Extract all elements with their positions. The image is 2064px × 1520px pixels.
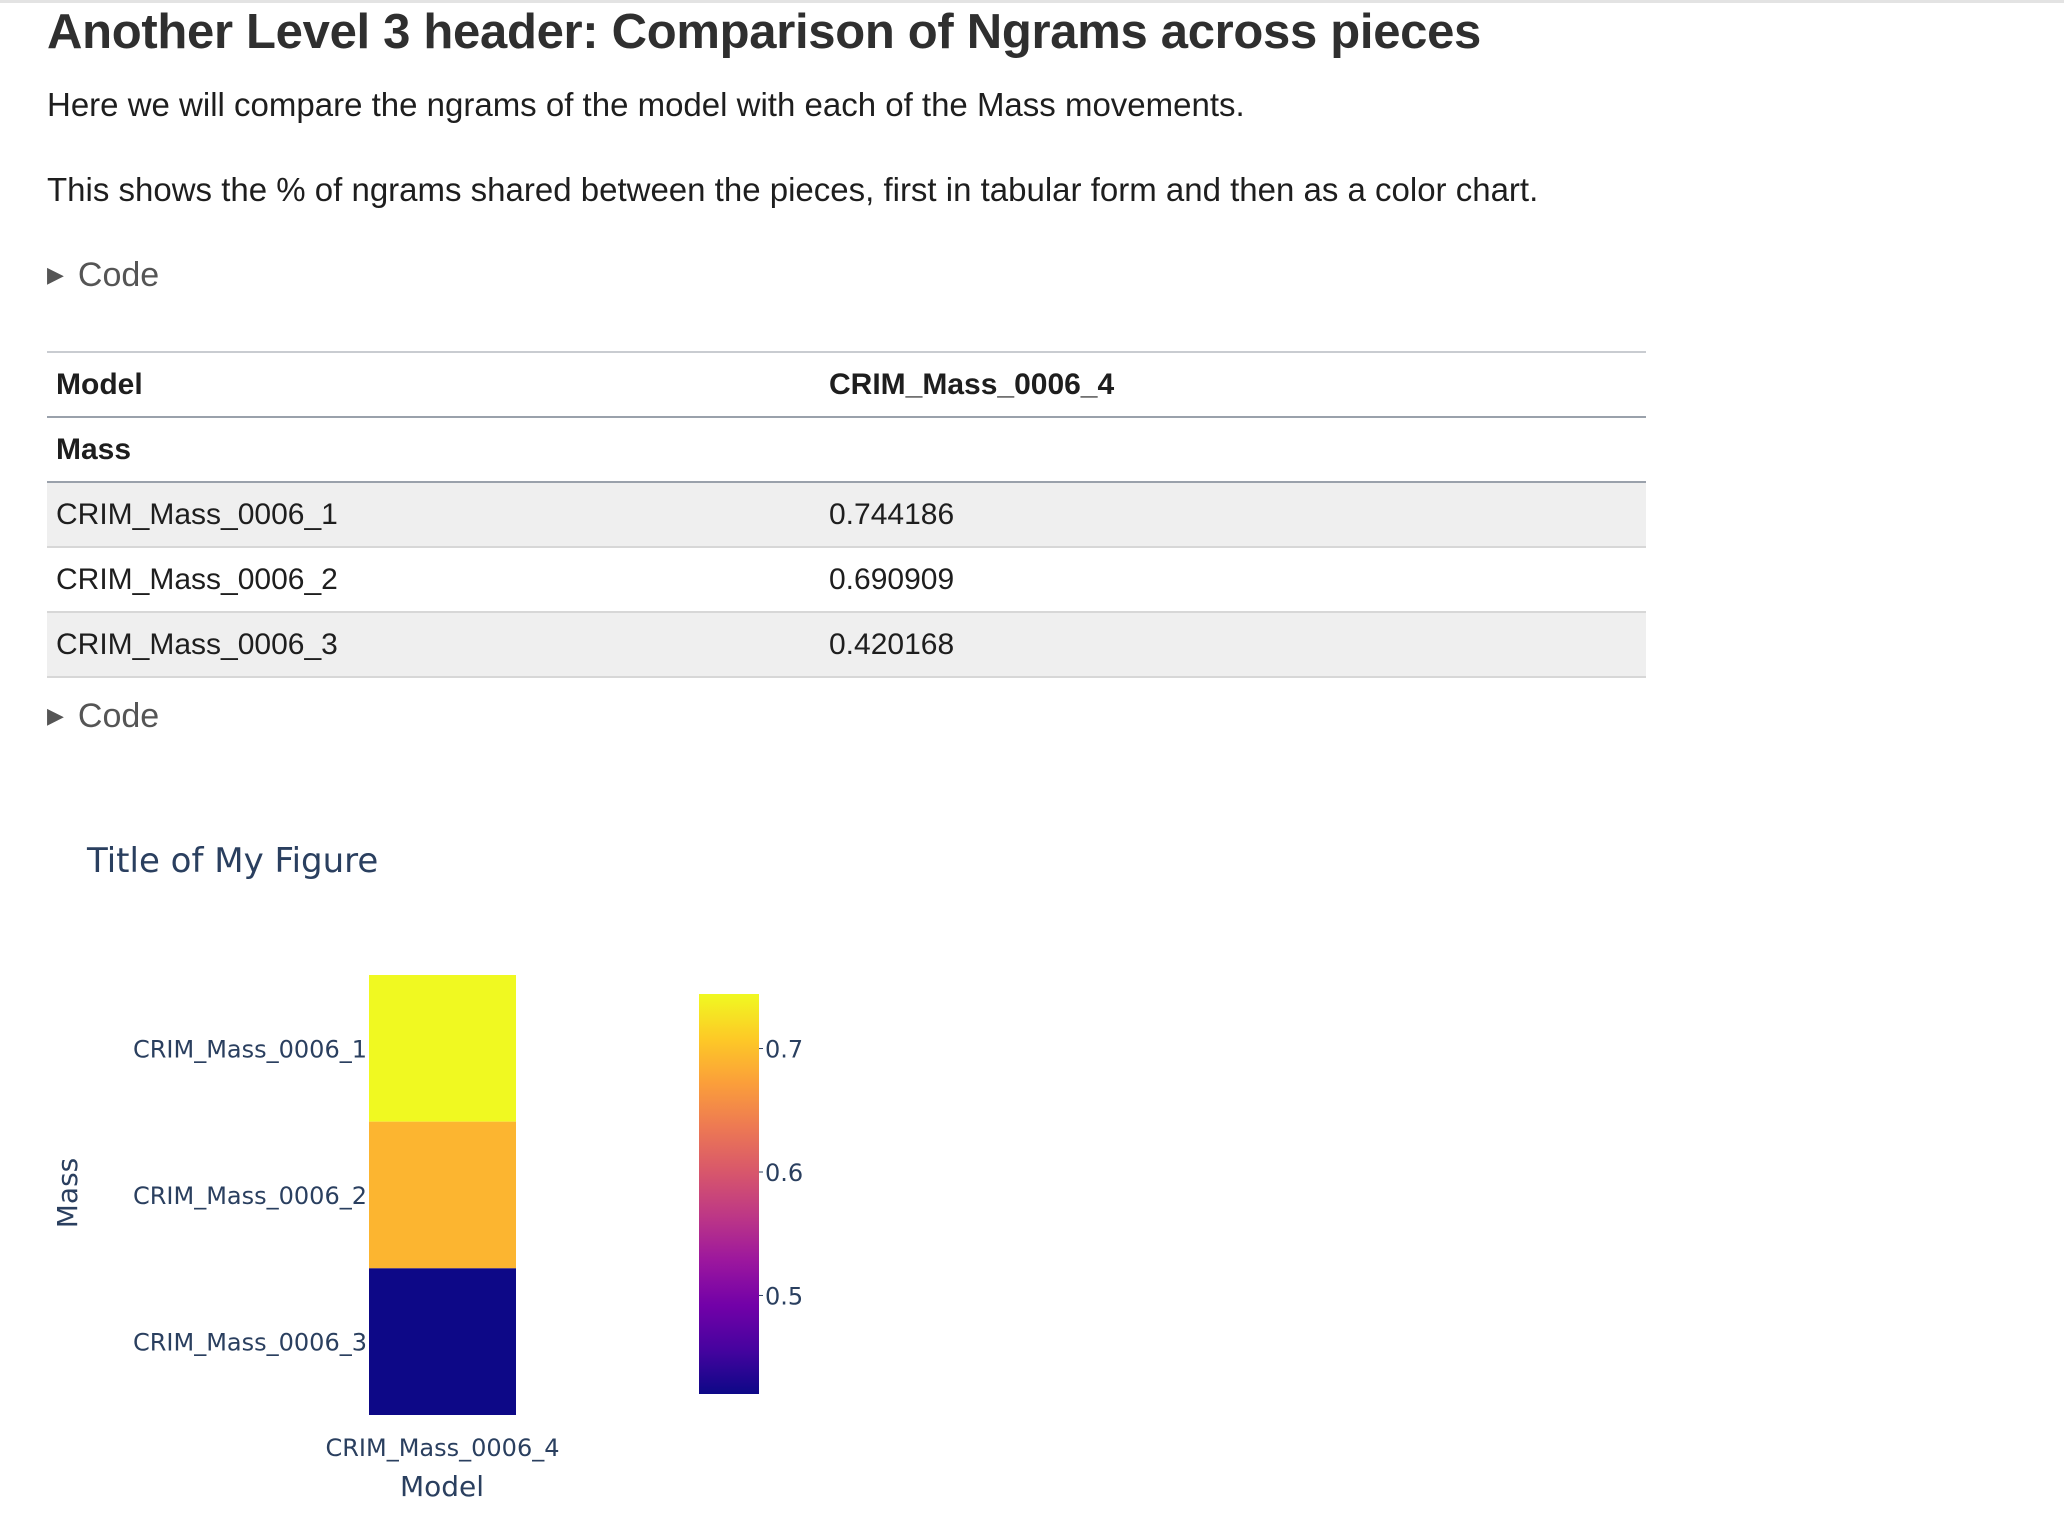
row-label: CRIM_Mass_0006_1 xyxy=(47,482,820,548)
table-index-name-row: Mass xyxy=(47,417,1646,483)
empty-header-cell xyxy=(820,417,1646,483)
row-value: 0.690909 xyxy=(820,547,1646,613)
disclosure-triangle-icon: ▶ xyxy=(47,703,64,728)
section-heading: Another Level 3 header: Comparison of Ng… xyxy=(47,5,1482,59)
code-toggle-1[interactable]: ▶ Code xyxy=(47,256,159,295)
row-value: 0.420168 xyxy=(820,612,1646,678)
x-tick-label: CRIM_Mass_0006_4 xyxy=(326,1434,560,1462)
colorbar-ticks: 0.5 0.6 0.7 xyxy=(759,1036,803,1310)
colorbar-tick-label: 0.6 xyxy=(765,1159,803,1187)
colorbar xyxy=(699,994,759,1394)
column-header-value: CRIM_Mass_0006_4 xyxy=(820,351,1646,418)
chart-title: Title of My Figure xyxy=(86,841,378,881)
x-tick-labels: CRIM_Mass_0006_4 xyxy=(326,1434,560,1462)
heatmap-cell xyxy=(369,1121,516,1269)
y-tick-label: CRIM_Mass_0006_3 xyxy=(133,1329,367,1357)
table-row: CRIM_Mass_0006_2 0.690909 xyxy=(47,547,1646,613)
code-toggle-2[interactable]: ▶ Code xyxy=(47,697,159,736)
column-header-index: Model xyxy=(47,351,820,418)
row-label: CRIM_Mass_0006_2 xyxy=(47,547,820,613)
top-divider xyxy=(0,0,2064,3)
table-row: CRIM_Mass_0006_3 0.420168 xyxy=(47,612,1646,678)
y-tick-label: CRIM_Mass_0006_1 xyxy=(133,1035,367,1063)
heatmap-chart: Title of My Figure CRIM_Mass_0006_1CRIM_… xyxy=(51,841,803,1503)
index-name: Mass xyxy=(47,417,820,483)
y-tick-label: CRIM_Mass_0006_2 xyxy=(133,1182,367,1210)
heatmap-cells xyxy=(369,975,516,1415)
table-row: CRIM_Mass_0006_1 0.744186 xyxy=(47,482,1646,548)
shared-ngrams-table: Model CRIM_Mass_0006_4 Mass CRIM_Mass_00… xyxy=(47,351,1646,678)
code-toggle-label: Code xyxy=(77,256,160,294)
row-value: 0.744186 xyxy=(820,482,1646,548)
heatmap-cell xyxy=(369,1268,516,1415)
intro-paragraph: Here we will compare the ngrams of the m… xyxy=(47,86,1245,123)
colorbar-tick-label: 0.7 xyxy=(765,1036,803,1064)
colorbar-tick-label: 0.5 xyxy=(765,1282,803,1310)
description-paragraph: This shows the % of ngrams shared betwee… xyxy=(47,171,1539,208)
y-tick-labels: CRIM_Mass_0006_1 CRIM_Mass_0006_2 CRIM_Mas… xyxy=(133,1035,367,1356)
table-header-row: Model CRIM_Mass_0006_4 xyxy=(47,351,1646,418)
row-label: CRIM_Mass_0006_3 xyxy=(47,612,820,678)
y-axis-title: Mass xyxy=(51,1158,84,1229)
disclosure-triangle-icon: ▶ xyxy=(47,262,64,287)
heatmap-cell xyxy=(369,975,516,1122)
code-toggle-label: Code xyxy=(77,697,160,735)
x-axis-title: Model xyxy=(400,1470,484,1503)
